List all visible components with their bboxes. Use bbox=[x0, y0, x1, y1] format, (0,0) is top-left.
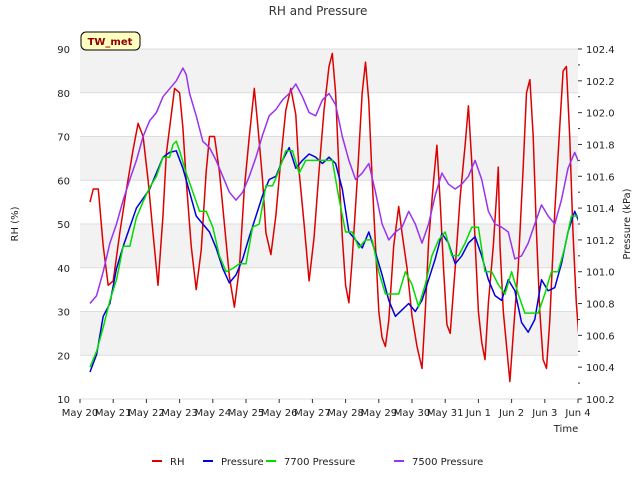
plot-band bbox=[80, 311, 578, 356]
y-tick-label-right: 101.8 bbox=[586, 140, 615, 151]
x-tick-label: May 28 bbox=[327, 408, 364, 419]
y-tick-label-right: 101.6 bbox=[586, 172, 615, 183]
y-tick-label-left: 90 bbox=[57, 45, 70, 56]
y-tick-label-left: 10 bbox=[57, 395, 70, 406]
x-tick-label: Jun 3 bbox=[531, 408, 557, 419]
y-tick-label-left: 80 bbox=[57, 89, 70, 100]
x-tick-label: May 23 bbox=[161, 408, 198, 419]
legend-label-7700-pressure: 7700 Pressure bbox=[284, 457, 355, 468]
x-tick-label: Jun 4 bbox=[564, 408, 590, 419]
y-tick-label-left: 30 bbox=[57, 308, 70, 319]
series-line-7700-pressure bbox=[89, 140, 578, 368]
plot-band bbox=[80, 136, 578, 181]
x-tick-label: Jun 1 bbox=[465, 408, 491, 419]
x-axis-label: Time bbox=[553, 424, 578, 435]
chart-title: RH and Pressure bbox=[269, 4, 368, 18]
x-tick-label: May 29 bbox=[361, 408, 398, 419]
y-tick-label-right: 100.4 bbox=[586, 363, 615, 374]
legend-label-pressure: Pressure bbox=[221, 457, 264, 468]
y-tick-label-left: 50 bbox=[57, 220, 70, 231]
y-tick-label-right: 101.2 bbox=[586, 236, 615, 247]
x-tick-label: May 24 bbox=[195, 408, 232, 419]
y-tick-label-right: 102.4 bbox=[586, 45, 615, 56]
plot-band bbox=[80, 224, 578, 268]
x-tick-label: May 27 bbox=[294, 408, 331, 419]
y-tick-label-right: 100.6 bbox=[586, 331, 615, 342]
series-group bbox=[89, 52, 578, 383]
site-badge-box bbox=[80, 31, 141, 51]
y-tick-label-right: 101.4 bbox=[586, 204, 615, 215]
y-axis-label-left: RH (%) bbox=[10, 206, 21, 241]
y-tick-label-left: 70 bbox=[57, 133, 70, 144]
y-tick-label-right: 100.2 bbox=[586, 395, 615, 406]
x-tick-label: May 20 bbox=[62, 408, 99, 419]
y-tick-label-right: 102.2 bbox=[586, 77, 615, 88]
x-tick-label: May 22 bbox=[128, 408, 165, 419]
x-tick-label: May 25 bbox=[228, 408, 265, 419]
y-tick-label-right: 102.0 bbox=[586, 109, 615, 120]
y-tick-label-left: 60 bbox=[57, 176, 70, 187]
y-axis-label-right: Pressure (kPa) bbox=[622, 188, 633, 259]
site-badge: TW_met bbox=[80, 31, 141, 51]
y-tick-label-left: 20 bbox=[57, 351, 70, 362]
x-tick-label: May 26 bbox=[261, 408, 298, 419]
legend-label-7500-pressure: 7500 Pressure bbox=[412, 457, 483, 468]
y-tick-label-right: 101.0 bbox=[586, 268, 615, 279]
x-tick-label: May 30 bbox=[394, 408, 431, 419]
series-line-rh bbox=[89, 52, 578, 383]
axes: 10 20 30 40 50 60 70 80 90 100.2 100.4 100.6 100.8 10… bbox=[57, 45, 614, 419]
x-tick-label: May 31 bbox=[427, 408, 464, 419]
series-line-7500-pressure bbox=[89, 67, 578, 304]
x-tick-label: Jun 2 bbox=[498, 408, 524, 419]
x-tick-label: May 21 bbox=[95, 408, 132, 419]
legend-label-rh: RH bbox=[170, 457, 184, 468]
legend: RH Pressure 7700 Pressure 7500 Pressure bbox=[152, 457, 483, 468]
series-line-pressure bbox=[89, 146, 578, 373]
site-badge-text: TW_met bbox=[88, 37, 133, 48]
y-tick-label-right: 100.8 bbox=[586, 300, 615, 311]
y-tick-label-left: 40 bbox=[57, 264, 70, 275]
